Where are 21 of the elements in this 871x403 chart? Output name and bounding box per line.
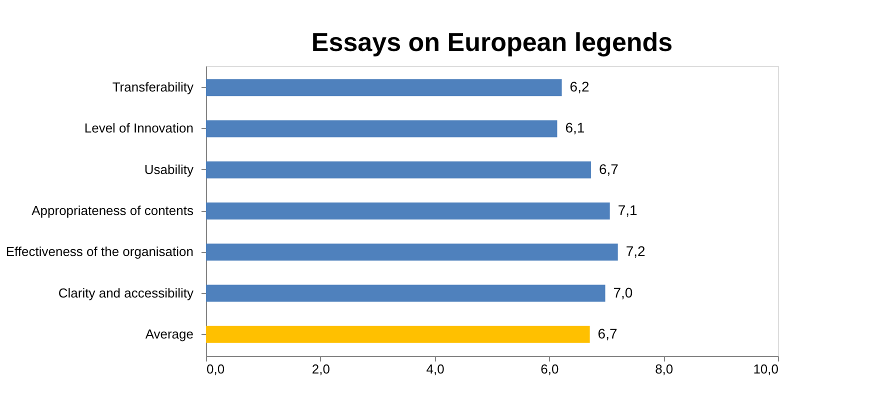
y-tick-label: Effectiveness of the organisation — [6, 244, 194, 260]
x-tick-label: 4,0 — [426, 362, 444, 376]
x-tick-label: 10,0 — [753, 362, 778, 376]
y-tick-label: Appropriateness of contents — [32, 203, 194, 218]
data-label: 7,0 — [613, 284, 633, 300]
y-tick-label: Usability — [144, 162, 194, 177]
data-label: 6,7 — [598, 160, 619, 177]
data-label: 6,1 — [565, 120, 585, 136]
y-tick-label: Average — [145, 326, 194, 342]
data-label: 7,2 — [626, 243, 646, 260]
data-label: 7,1 — [618, 202, 638, 218]
chart-title: Essays on European legends — [311, 27, 673, 57]
x-tick-label: 6,0 — [540, 362, 559, 376]
x-tick-label: 2,0 — [312, 362, 330, 376]
y-tick-label: Transferability — [112, 80, 194, 95]
y-tick-label: Level of Innovation — [84, 120, 194, 136]
data-label: 6,7 — [598, 325, 618, 342]
data-label: 6,2 — [570, 78, 590, 95]
y-tick-label: Clarity and accessibility — [58, 285, 194, 300]
x-tick-label: 8,0 — [655, 362, 674, 376]
x-tick-label: 0,0 — [206, 362, 225, 376]
